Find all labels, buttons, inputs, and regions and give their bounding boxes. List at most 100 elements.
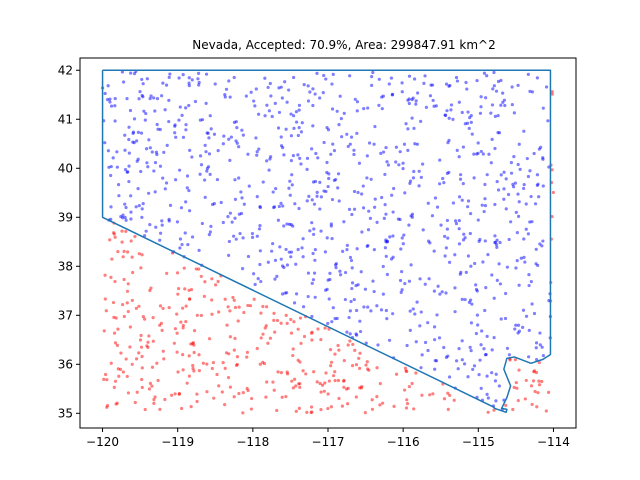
rejected-point [152,398,156,402]
rejected-point [285,321,289,325]
accepted-point [460,297,464,302]
accepted-point [446,141,450,145]
rejected-point [109,361,113,365]
accepted-point [379,308,384,312]
accepted-point [197,83,201,87]
accepted-point [313,258,317,262]
accepted-point [438,158,442,162]
accepted-point [232,75,236,80]
rejected-point [175,271,180,275]
accepted-point [208,230,212,234]
rejected-point [195,392,199,396]
accepted-point [257,227,262,231]
accepted-point [421,162,425,166]
accepted-point [246,152,250,156]
rejected-point [320,383,325,387]
accepted-point [408,181,412,185]
accepted-point [491,87,495,91]
accepted-point [421,228,425,232]
accepted-point [372,142,376,146]
accepted-point [313,179,318,184]
accepted-point [493,146,497,151]
accepted-point [315,194,319,198]
accepted-point [174,135,178,139]
accepted-point [226,215,230,219]
accepted-point [369,177,373,181]
accepted-point [403,191,407,195]
rejected-point [116,250,120,254]
rejected-point [121,370,125,374]
rejected-point [161,349,165,353]
accepted-point [289,112,293,116]
accepted-point [453,310,457,314]
accepted-point [347,315,351,320]
rejected-point [264,395,268,399]
accepted-point [473,261,477,266]
accepted-point [234,139,238,143]
accepted-point [290,183,294,187]
rejected-point [194,267,198,271]
accepted-point [279,135,283,139]
accepted-point [381,264,385,269]
accepted-point [471,367,475,372]
accepted-point [457,195,462,199]
accepted-point [469,321,474,325]
accepted-point [160,219,164,223]
accepted-point [228,95,232,99]
accepted-point [288,179,292,183]
accepted-point [492,70,496,75]
accepted-point [458,177,463,181]
rejected-point [139,345,144,349]
rejected-point [329,405,333,409]
accepted-point [437,182,442,186]
accepted-point [527,273,531,277]
rejected-point [250,396,254,401]
accepted-point [391,210,395,214]
accepted-point [457,219,461,223]
rejected-point [125,301,129,305]
accepted-point [145,77,149,81]
accepted-point [362,107,366,111]
accepted-point [155,152,159,157]
accepted-point [513,327,517,331]
accepted-point [311,124,315,128]
rejected-point [111,300,116,305]
accepted-point [348,255,353,260]
accepted-point [465,121,470,125]
accepted-point [415,300,419,304]
rejected-point [116,327,120,331]
rejected-point [293,377,297,381]
accepted-point [377,103,381,107]
accepted-point [490,273,494,277]
rejected-point [187,354,191,358]
accepted-point [444,82,449,86]
accepted-point [345,248,349,252]
accepted-point [400,81,404,85]
accepted-point [238,231,242,236]
rejected-point [128,325,132,329]
accepted-point [498,282,503,286]
rejected-point [116,367,120,371]
rejected-point [294,384,298,388]
accepted-point [490,371,494,375]
accepted-point [486,253,490,257]
accepted-point [212,132,217,136]
rejected-point [232,395,236,399]
rejected-point [340,404,344,408]
rejected-point [122,277,126,282]
accepted-point [510,85,514,89]
accepted-point [230,220,234,224]
accepted-point [417,169,421,173]
accepted-point [498,240,502,245]
accepted-point [284,127,288,131]
rejected-point [350,364,355,368]
accepted-point [433,196,438,200]
accepted-point [200,221,204,226]
rejected-point [124,357,128,361]
rejected-point [265,305,269,309]
accepted-point [352,152,356,157]
accepted-point [187,103,191,108]
rejected-point [255,346,259,351]
accepted-point [462,232,466,236]
rejected-point [117,374,121,378]
